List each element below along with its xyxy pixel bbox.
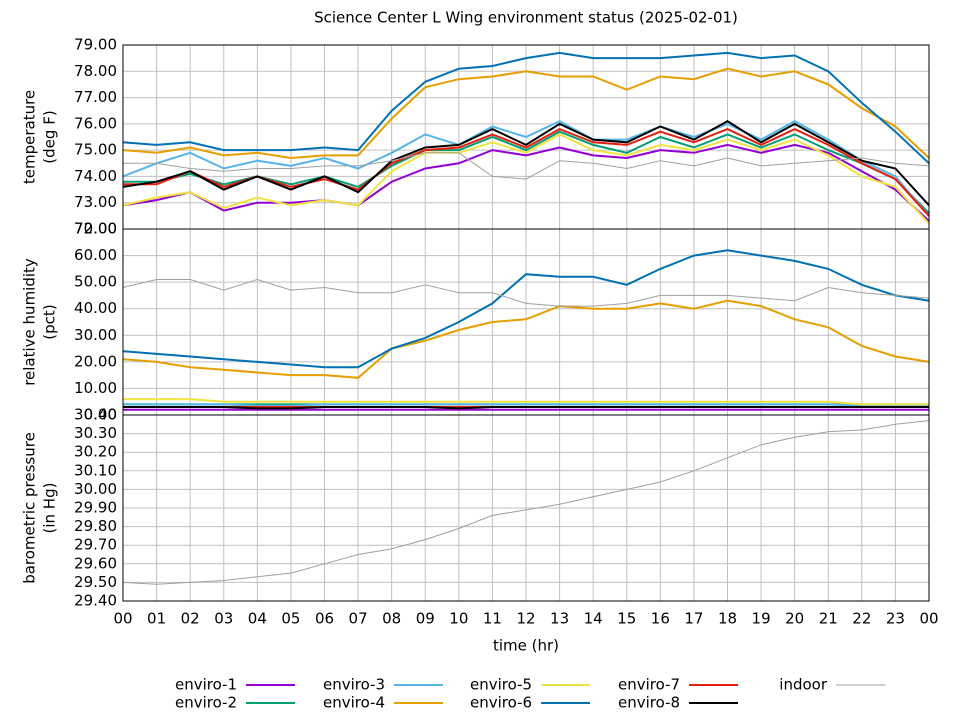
legend-label: enviro-8: [618, 694, 680, 712]
y-tick-label: 50.00: [74, 273, 117, 291]
legend-label: enviro-4: [323, 694, 385, 712]
y-axis-label: (pct): [41, 304, 59, 339]
y-axis-label: (in Hg): [41, 483, 59, 534]
x-axis-label: time (hr): [493, 637, 559, 655]
y-tick-label: 30.40: [74, 406, 117, 424]
y-tick-label: 30.00: [74, 480, 117, 498]
x-tick-label: 06: [315, 610, 334, 628]
x-tick-label: 14: [584, 610, 603, 628]
y-tick-label: 72.00: [74, 220, 117, 238]
y-tick-label: 74.00: [74, 167, 117, 185]
y-tick-label: 29.50: [74, 573, 117, 591]
y-tick-label: 30.00: [74, 326, 117, 344]
y-tick-label: 78.00: [74, 62, 117, 80]
legend-label: enviro-6: [470, 694, 532, 712]
x-tick-label: 07: [349, 610, 368, 628]
y-tick-label: 29.60: [74, 554, 117, 572]
x-tick-label: 08: [382, 610, 401, 628]
y-tick-label: 29.40: [74, 592, 117, 610]
y-tick-label: 0.00: [84, 406, 117, 424]
series-line: [123, 403, 929, 407]
series-line: [122, 249, 930, 369]
y-tick-label: 76.00: [74, 114, 117, 132]
series-line: [122, 120, 930, 217]
series-line: [122, 120, 930, 206]
x-tick-label: 22: [852, 610, 871, 628]
x-tick-label: 13: [550, 610, 569, 628]
x-tick-label: 18: [718, 610, 737, 628]
x-tick-label: 09: [416, 610, 435, 628]
x-tick-label: 03: [214, 610, 233, 628]
x-tick-label: 00: [919, 610, 938, 628]
y-tick-label: 20.00: [74, 352, 117, 370]
x-tick-label: 10: [449, 610, 468, 628]
y-tick-label: 73.00: [74, 193, 117, 211]
y-axis-label: temperature: [21, 90, 39, 184]
y-axis-label: relative humidity: [21, 258, 39, 386]
x-tick-label: 11: [483, 610, 502, 628]
y-tick-label: 70.00: [74, 220, 117, 238]
x-tick-label: 02: [181, 610, 200, 628]
x-tick-label: 00: [113, 610, 132, 628]
series-line: [122, 299, 930, 379]
y-tick-label: 30.10: [74, 461, 117, 479]
x-tick-label: 19: [752, 610, 771, 628]
y-tick-label: 30.30: [74, 424, 117, 442]
y-tick-label: 79.00: [74, 36, 117, 54]
legend-label: enviro-5: [470, 676, 532, 694]
series-line: [122, 67, 930, 160]
legend-label: enviro-7: [618, 676, 680, 694]
y-tick-label: 29.90: [74, 499, 117, 517]
series-line: [123, 398, 929, 406]
legend-label: enviro-1: [175, 676, 237, 694]
chart-title: Science Center L Wing environment status…: [314, 9, 738, 27]
x-tick-label: 12: [516, 610, 535, 628]
legend-label: enviro-2: [175, 694, 237, 712]
y-tick-label: 60.00: [74, 246, 117, 264]
x-tick-label: 01: [147, 610, 166, 628]
y-tick-label: 29.80: [74, 517, 117, 535]
x-tick-label: 16: [651, 610, 670, 628]
x-tick-label: 20: [785, 610, 804, 628]
series-line: [123, 406, 929, 410]
x-tick-label: 04: [248, 610, 267, 628]
series-line: [122, 278, 930, 307]
series-line: [123, 152, 930, 180]
x-tick-label: 15: [617, 610, 636, 628]
series-line: [122, 420, 930, 585]
series-line: [122, 133, 930, 225]
y-tick-label: 77.00: [74, 88, 117, 106]
y-tick-label: 75.00: [74, 141, 117, 159]
x-tick-label: 23: [886, 610, 905, 628]
legend-label: indoor: [779, 676, 828, 694]
x-tick-label: 21: [819, 610, 838, 628]
y-tick-label: 10.00: [74, 379, 117, 397]
series-line: [122, 143, 930, 222]
legend-label: enviro-3: [323, 676, 385, 694]
y-tick-label: 40.00: [74, 299, 117, 317]
y-axis-label: (deg F): [41, 110, 59, 163]
x-tick-label: 17: [684, 610, 703, 628]
y-axis-label: barometric pressure: [21, 432, 39, 584]
y-tick-label: 29.70: [74, 536, 117, 554]
x-tick-label: 05: [281, 610, 300, 628]
plot-frame: [122, 414, 930, 602]
y-tick-label: 30.20: [74, 443, 117, 461]
series-line: [122, 51, 930, 165]
